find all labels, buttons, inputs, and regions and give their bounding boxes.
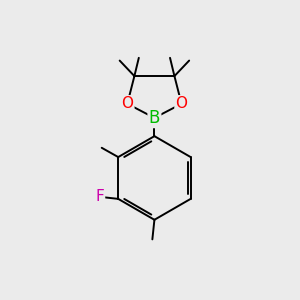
Text: O: O bbox=[121, 96, 133, 111]
Text: O: O bbox=[176, 96, 188, 111]
Text: F: F bbox=[95, 189, 104, 204]
Text: B: B bbox=[149, 109, 160, 127]
